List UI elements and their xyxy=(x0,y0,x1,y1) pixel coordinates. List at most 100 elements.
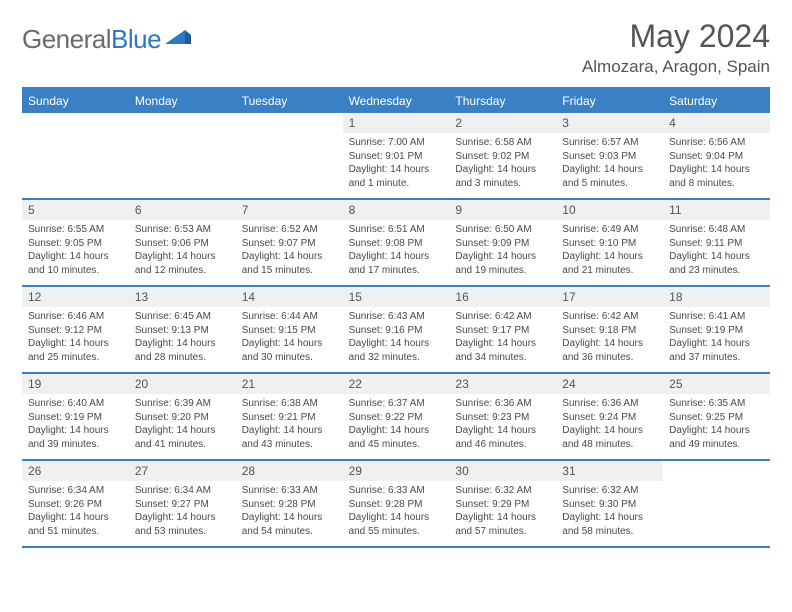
daylight-text: Daylight: 14 hours and 39 minutes. xyxy=(28,424,123,451)
day-body: Sunrise: 6:51 AMSunset: 9:08 PMDaylight:… xyxy=(343,220,450,283)
daylight-text: Daylight: 14 hours and 10 minutes. xyxy=(28,250,123,277)
week-row: 12Sunrise: 6:46 AMSunset: 9:12 PMDayligh… xyxy=(22,287,770,374)
day-cell: 1Sunrise: 7:00 AMSunset: 9:01 PMDaylight… xyxy=(343,113,450,198)
day-number: 31 xyxy=(556,461,663,481)
day-number: 15 xyxy=(343,287,450,307)
sunrise-text: Sunrise: 6:48 AM xyxy=(669,223,764,237)
day-number: 18 xyxy=(663,287,770,307)
sunrise-text: Sunrise: 6:52 AM xyxy=(242,223,337,237)
day-body: Sunrise: 6:33 AMSunset: 9:28 PMDaylight:… xyxy=(343,481,450,544)
day-cell: 8Sunrise: 6:51 AMSunset: 9:08 PMDaylight… xyxy=(343,200,450,285)
day-cell: 10Sunrise: 6:49 AMSunset: 9:10 PMDayligh… xyxy=(556,200,663,285)
sunrise-text: Sunrise: 6:43 AM xyxy=(349,310,444,324)
sunrise-text: Sunrise: 6:49 AM xyxy=(562,223,657,237)
day-number: 11 xyxy=(663,200,770,220)
header: GeneralBlue May 2024 Almozara, Aragon, S… xyxy=(22,18,770,77)
dow-mon: Monday xyxy=(129,89,236,113)
sunset-text: Sunset: 9:25 PM xyxy=(669,411,764,425)
week-row: 19Sunrise: 6:40 AMSunset: 9:19 PMDayligh… xyxy=(22,374,770,461)
daylight-text: Daylight: 14 hours and 55 minutes. xyxy=(349,511,444,538)
daylight-text: Daylight: 14 hours and 49 minutes. xyxy=(669,424,764,451)
day-body: Sunrise: 6:56 AMSunset: 9:04 PMDaylight:… xyxy=(663,133,770,196)
sunset-text: Sunset: 9:15 PM xyxy=(242,324,337,338)
day-number: 12 xyxy=(22,287,129,307)
day-cell: 4Sunrise: 6:56 AMSunset: 9:04 PMDaylight… xyxy=(663,113,770,198)
daylight-text: Daylight: 14 hours and 8 minutes. xyxy=(669,163,764,190)
sunset-text: Sunset: 9:11 PM xyxy=(669,237,764,251)
day-number: 30 xyxy=(449,461,556,481)
sunset-text: Sunset: 9:09 PM xyxy=(455,237,550,251)
day-cell: 21Sunrise: 6:38 AMSunset: 9:21 PMDayligh… xyxy=(236,374,343,459)
calendar-page: GeneralBlue May 2024 Almozara, Aragon, S… xyxy=(0,0,792,548)
day-cell: 26Sunrise: 6:34 AMSunset: 9:26 PMDayligh… xyxy=(22,461,129,546)
daylight-text: Daylight: 14 hours and 43 minutes. xyxy=(242,424,337,451)
daylight-text: Daylight: 14 hours and 37 minutes. xyxy=(669,337,764,364)
sunset-text: Sunset: 9:24 PM xyxy=(562,411,657,425)
sunrise-text: Sunrise: 6:39 AM xyxy=(135,397,230,411)
dow-sat: Saturday xyxy=(663,89,770,113)
sunset-text: Sunset: 9:05 PM xyxy=(28,237,123,251)
sunrise-text: Sunrise: 6:42 AM xyxy=(562,310,657,324)
sunrise-text: Sunrise: 6:40 AM xyxy=(28,397,123,411)
day-body: Sunrise: 6:41 AMSunset: 9:19 PMDaylight:… xyxy=(663,307,770,370)
sunrise-text: Sunrise: 6:34 AM xyxy=(135,484,230,498)
day-cell: 3Sunrise: 6:57 AMSunset: 9:03 PMDaylight… xyxy=(556,113,663,198)
day-number: 10 xyxy=(556,200,663,220)
sunset-text: Sunset: 9:22 PM xyxy=(349,411,444,425)
day-cell: 2Sunrise: 6:58 AMSunset: 9:02 PMDaylight… xyxy=(449,113,556,198)
sunrise-text: Sunrise: 6:42 AM xyxy=(455,310,550,324)
month-title: May 2024 xyxy=(582,18,770,55)
day-body: Sunrise: 6:50 AMSunset: 9:09 PMDaylight:… xyxy=(449,220,556,283)
day-cell: . xyxy=(22,113,129,198)
daylight-text: Daylight: 14 hours and 30 minutes. xyxy=(242,337,337,364)
dow-sun: Sunday xyxy=(22,89,129,113)
day-body: Sunrise: 6:42 AMSunset: 9:17 PMDaylight:… xyxy=(449,307,556,370)
sunset-text: Sunset: 9:03 PM xyxy=(562,150,657,164)
dow-tue: Tuesday xyxy=(236,89,343,113)
sunrise-text: Sunrise: 6:33 AM xyxy=(349,484,444,498)
sunrise-text: Sunrise: 6:58 AM xyxy=(455,136,550,150)
sunrise-text: Sunrise: 6:33 AM xyxy=(242,484,337,498)
sunrise-text: Sunrise: 6:32 AM xyxy=(562,484,657,498)
day-cell: 13Sunrise: 6:45 AMSunset: 9:13 PMDayligh… xyxy=(129,287,236,372)
day-body: Sunrise: 6:32 AMSunset: 9:29 PMDaylight:… xyxy=(449,481,556,544)
day-number: 13 xyxy=(129,287,236,307)
week-row: 5Sunrise: 6:55 AMSunset: 9:05 PMDaylight… xyxy=(22,200,770,287)
day-body: Sunrise: 6:34 AMSunset: 9:27 PMDaylight:… xyxy=(129,481,236,544)
day-body: Sunrise: 6:44 AMSunset: 9:15 PMDaylight:… xyxy=(236,307,343,370)
sunset-text: Sunset: 9:04 PM xyxy=(669,150,764,164)
sunrise-text: Sunrise: 6:45 AM xyxy=(135,310,230,324)
day-number: 1 xyxy=(343,113,450,133)
sunset-text: Sunset: 9:12 PM xyxy=(28,324,123,338)
sunset-text: Sunset: 9:01 PM xyxy=(349,150,444,164)
sunset-text: Sunset: 9:07 PM xyxy=(242,237,337,251)
daylight-text: Daylight: 14 hours and 48 minutes. xyxy=(562,424,657,451)
dow-row: Sunday Monday Tuesday Wednesday Thursday… xyxy=(22,89,770,113)
day-number: 3 xyxy=(556,113,663,133)
sunset-text: Sunset: 9:26 PM xyxy=(28,498,123,512)
day-body: Sunrise: 6:37 AMSunset: 9:22 PMDaylight:… xyxy=(343,394,450,457)
day-cell: 20Sunrise: 6:39 AMSunset: 9:20 PMDayligh… xyxy=(129,374,236,459)
day-body: Sunrise: 6:34 AMSunset: 9:26 PMDaylight:… xyxy=(22,481,129,544)
daylight-text: Daylight: 14 hours and 15 minutes. xyxy=(242,250,337,277)
logo-part1: General xyxy=(22,24,111,54)
day-body: Sunrise: 6:55 AMSunset: 9:05 PMDaylight:… xyxy=(22,220,129,283)
day-body: Sunrise: 6:52 AMSunset: 9:07 PMDaylight:… xyxy=(236,220,343,283)
day-cell: . xyxy=(129,113,236,198)
day-number: 29 xyxy=(343,461,450,481)
sunrise-text: Sunrise: 6:35 AM xyxy=(669,397,764,411)
day-number: 19 xyxy=(22,374,129,394)
day-cell: 6Sunrise: 6:53 AMSunset: 9:06 PMDaylight… xyxy=(129,200,236,285)
day-body: Sunrise: 6:53 AMSunset: 9:06 PMDaylight:… xyxy=(129,220,236,283)
daylight-text: Daylight: 14 hours and 54 minutes. xyxy=(242,511,337,538)
day-cell: 12Sunrise: 6:46 AMSunset: 9:12 PMDayligh… xyxy=(22,287,129,372)
sunrise-text: Sunrise: 6:57 AM xyxy=(562,136,657,150)
sunset-text: Sunset: 9:30 PM xyxy=(562,498,657,512)
day-cell: . xyxy=(663,461,770,546)
sunset-text: Sunset: 9:10 PM xyxy=(562,237,657,251)
day-cell: 18Sunrise: 6:41 AMSunset: 9:19 PMDayligh… xyxy=(663,287,770,372)
day-body: Sunrise: 6:57 AMSunset: 9:03 PMDaylight:… xyxy=(556,133,663,196)
day-cell: 29Sunrise: 6:33 AMSunset: 9:28 PMDayligh… xyxy=(343,461,450,546)
location: Almozara, Aragon, Spain xyxy=(582,57,770,77)
day-cell: 19Sunrise: 6:40 AMSunset: 9:19 PMDayligh… xyxy=(22,374,129,459)
